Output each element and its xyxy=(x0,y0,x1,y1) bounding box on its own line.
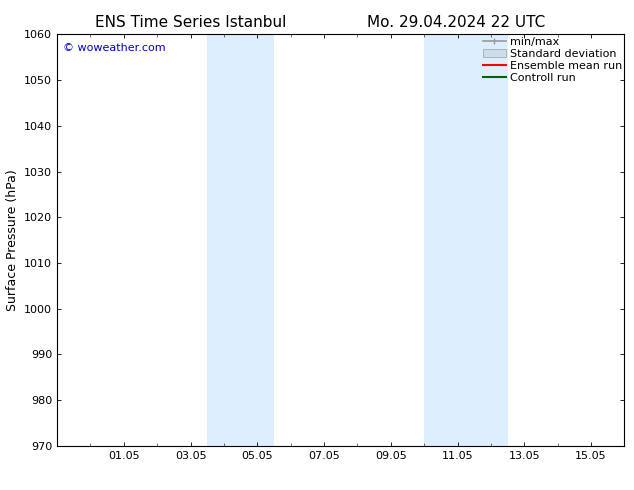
Text: ENS Time Series Istanbul: ENS Time Series Istanbul xyxy=(94,15,286,30)
Text: Mo. 29.04.2024 22 UTC: Mo. 29.04.2024 22 UTC xyxy=(367,15,546,30)
Bar xyxy=(424,34,508,446)
Y-axis label: Surface Pressure (hPa): Surface Pressure (hPa) xyxy=(6,169,18,311)
Bar xyxy=(207,34,274,446)
Legend: min/max, Standard deviation, Ensemble mean run, Controll run: min/max, Standard deviation, Ensemble me… xyxy=(483,37,622,83)
Text: © woweather.com: © woweather.com xyxy=(63,43,165,52)
